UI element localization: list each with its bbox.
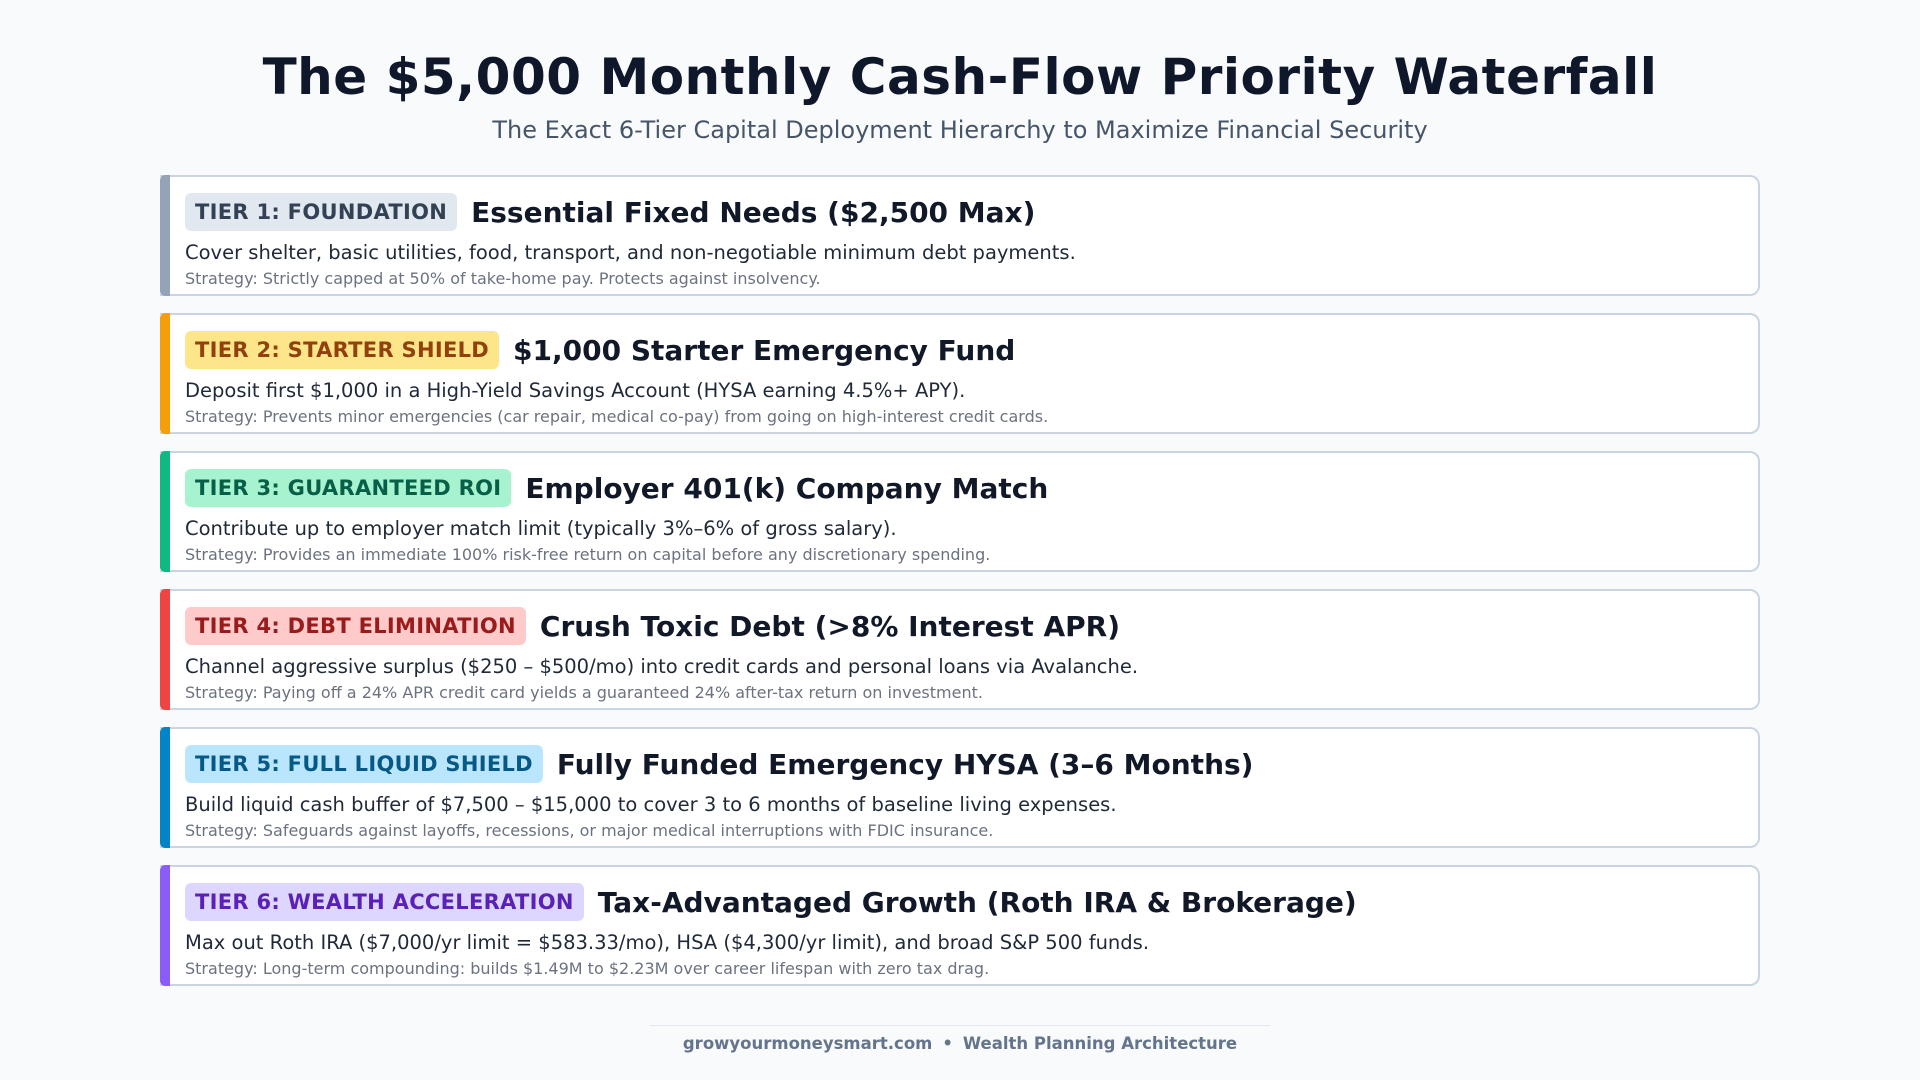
tier-description: Build liquid cash buffer of $7,500 – $15… (185, 793, 1117, 816)
tier-description: Channel aggressive surplus ($250 – $500/… (185, 655, 1139, 678)
tier-badge: TIER 4: DEBT ELIMINATION (185, 607, 526, 645)
tier-badge: TIER 2: STARTER SHIELD (185, 331, 500, 369)
tier-strategy: Strategy: Provides an immediate 100% ris… (185, 545, 991, 564)
tier-title: Employer 401(k) Company Match (525, 471, 1049, 505)
tier-strategy: Strategy: Long-term compounding: builds … (185, 959, 990, 978)
tier-title: Essential Fixed Needs ($2,500 Max) (471, 195, 1036, 229)
tier-accent-bar (160, 175, 170, 296)
tier-card-4: TIER 4: DEBT ELIMINATION Crush Toxic Deb… (160, 589, 1760, 710)
tier-description: Max out Roth IRA ($7,000/yr limit = $583… (185, 931, 1150, 954)
tier-title: Fully Funded Emergency HYSA (3–6 Months) (556, 747, 1254, 781)
tier-description: Contribute up to employer match limit (t… (185, 517, 897, 540)
footer-separator: • (942, 1034, 953, 1053)
tier-accent-bar (160, 451, 170, 572)
tier-header: TIER 1: FOUNDATION Essential Fixed Needs… (185, 193, 1035, 231)
tier-header: TIER 5: FULL LIQUID SHIELD Fully Funded … (185, 745, 1253, 783)
tier-accent-bar (160, 313, 170, 434)
tier-title: $1,000 Starter Emergency Fund (513, 333, 1016, 367)
tier-badge: TIER 3: GUARANTEED ROI (185, 469, 512, 507)
tier-strategy: Strategy: Prevents minor emergencies (ca… (185, 407, 1049, 426)
tier-strategy: Strategy: Strictly capped at 50% of take… (185, 269, 821, 288)
tier-list: TIER 1: FOUNDATION Essential Fixed Needs… (160, 175, 1760, 1003)
tier-header: TIER 4: DEBT ELIMINATION Crush Toxic Deb… (185, 607, 1120, 645)
tier-badge: TIER 1: FOUNDATION (185, 193, 458, 231)
tier-accent-bar (160, 727, 170, 848)
footer: growyourmoneysmart.com • Wealth Planning A… (0, 1034, 1920, 1053)
footer-divider (650, 1025, 1270, 1026)
tier-title: Tax-Advantaged Growth (Roth IRA & Broker… (597, 885, 1357, 919)
footer-site: growyourmoneysmart.com (682, 1034, 933, 1053)
tier-header: TIER 2: STARTER SHIELD $1,000 Starter Em… (185, 331, 1015, 369)
tier-accent-bar (160, 865, 170, 986)
tier-card-1: TIER 1: FOUNDATION Essential Fixed Needs… (160, 175, 1760, 296)
tier-badge: TIER 5: FULL LIQUID SHIELD (185, 745, 543, 783)
tier-strategy: Strategy: Paying off a 24% APR credit ca… (185, 683, 983, 702)
tier-header: TIER 3: GUARANTEED ROI Employer 401(k) C… (185, 469, 1048, 507)
tier-badge: TIER 6: WEALTH ACCELERATION (185, 883, 584, 921)
tier-description: Cover shelter, basic utilities, food, tr… (185, 241, 1076, 264)
footer-tagline: Wealth Planning Architecture (962, 1034, 1238, 1053)
page-title: The $5,000 Monthly Cash-Flow Priority Wa… (262, 48, 1658, 106)
tier-card-6: TIER 6: WEALTH ACCELERATION Tax-Advantag… (160, 865, 1760, 986)
tier-card-3: TIER 3: GUARANTEED ROI Employer 401(k) C… (160, 451, 1760, 572)
tier-accent-bar (160, 589, 170, 710)
tier-card-2: TIER 2: STARTER SHIELD $1,000 Starter Em… (160, 313, 1760, 434)
tier-card-5: TIER 5: FULL LIQUID SHIELD Fully Funded … (160, 727, 1760, 848)
tier-title: Crush Toxic Debt (>8% Interest APR) (539, 609, 1121, 643)
page-subtitle: The Exact 6-Tier Capital Deployment Hier… (492, 116, 1428, 144)
tier-header: TIER 6: WEALTH ACCELERATION Tax-Advantag… (185, 883, 1357, 921)
tier-strategy: Strategy: Safeguards against layoffs, re… (185, 821, 994, 840)
tier-description: Deposit first $1,000 in a High-Yield Sav… (185, 379, 966, 402)
